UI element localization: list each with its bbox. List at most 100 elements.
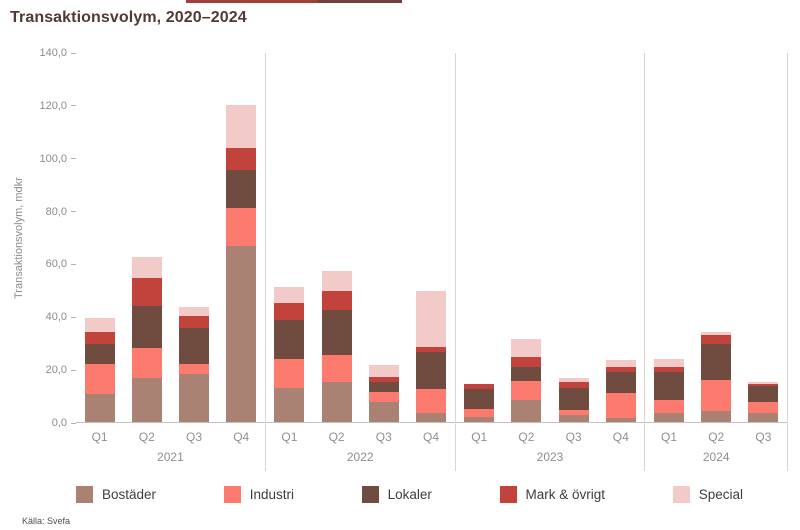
quarter-label: Q1	[471, 430, 488, 444]
y-tick-label: 120,0	[39, 100, 76, 112]
legend-swatch	[76, 486, 93, 503]
bar-slot	[503, 53, 550, 422]
bar-segment	[464, 408, 495, 417]
bar-slot	[597, 53, 644, 422]
bar-segment	[131, 348, 162, 379]
y-tick-label: 100,0	[39, 153, 76, 165]
legend-label: Special	[698, 487, 743, 502]
bar-slot	[170, 53, 217, 422]
bar-2023-Q2	[511, 338, 542, 422]
bar-segment	[511, 338, 542, 358]
bar-slot	[645, 53, 692, 422]
bar-segment	[701, 379, 732, 412]
year-label: 2024	[702, 450, 730, 464]
legend-label: Mark & övrigt	[525, 487, 606, 502]
bar-segment	[748, 402, 779, 413]
year-group-2023: Q1 Q2 Q3 Q4 2023	[454, 53, 645, 471]
bar-segment	[84, 332, 115, 345]
bar-segment	[368, 402, 399, 422]
bar-segment	[511, 357, 542, 367]
bar-segment	[321, 271, 352, 292]
bar-2024-Q1	[653, 358, 684, 422]
bar-segment	[511, 381, 542, 400]
legend-item: Lokaler	[361, 486, 432, 503]
bar-segment	[321, 291, 352, 310]
legend-item: Industri	[223, 486, 294, 503]
legend: Bostäder Industri Lokaler Mark & övrigt Spec…	[76, 486, 743, 503]
legend-label: Industri	[249, 487, 294, 502]
top-edge-artifact	[0, 0, 800, 3]
bar-segment	[605, 359, 636, 367]
bars-area	[76, 53, 265, 423]
bar-segment	[321, 354, 352, 383]
bar-segment	[131, 305, 162, 349]
bar-segment	[179, 363, 209, 375]
bar-slot	[218, 53, 265, 422]
legend-swatch	[672, 486, 690, 503]
legend-item: Mark & övrigt	[499, 486, 606, 503]
bar-segment	[558, 415, 589, 422]
bar-slot	[76, 53, 123, 422]
bar-segment	[321, 382, 352, 422]
bar-segment	[416, 388, 446, 413]
bars-area	[455, 53, 645, 423]
bar-segment	[605, 366, 636, 372]
chart: Transaktionsvolym, mdkr 0,0 20,0 40,0 60,0 8…	[8, 47, 788, 471]
source-note: Källa: Svefa	[22, 516, 71, 526]
bar-slot	[123, 53, 170, 422]
legend-label: Bostäder	[102, 487, 157, 502]
bar-segment	[653, 412, 684, 422]
bar-slot	[266, 53, 313, 422]
quarter-label: Q4	[233, 430, 250, 444]
bar-segment	[416, 412, 446, 422]
bar-segment	[511, 366, 542, 382]
bar-segment	[226, 104, 257, 149]
plot-area: Q1 Q2 Q3 Q4 2021 Q1 Q2 Q3 Q4 2022 Q1 Q2 Q3 Q4 2023 Q1 Q2…	[76, 53, 788, 471]
y-axis-title: Transaktionsvolym, mdkr	[13, 177, 25, 299]
quarter-label: Q1	[660, 430, 677, 444]
bar-segment	[653, 366, 684, 372]
y-tick-label: 80,0	[46, 206, 76, 218]
quarter-labels-row: Q1 Q2 Q3	[645, 423, 787, 444]
bar-2022-Q3	[368, 365, 399, 422]
bar-slot	[456, 53, 503, 422]
y-axis-ticks: 0,0 20,0 40,0 60,0 80,0 100,0 120,0 140,0	[30, 47, 76, 429]
bar-slot	[740, 53, 787, 422]
bar-segment	[748, 383, 779, 387]
bar-segment	[653, 399, 684, 413]
quarter-label: Q3	[375, 430, 392, 444]
bar-2023-Q3	[558, 378, 589, 422]
bar-segment	[84, 363, 115, 395]
bar-2024-Q2	[701, 332, 732, 422]
bar-segment	[84, 394, 115, 422]
bar-2023-Q1	[464, 383, 495, 422]
bar-segment	[748, 386, 779, 403]
y-tick-label: 20,0	[46, 364, 76, 376]
bar-segment	[368, 391, 399, 403]
bar-segment	[274, 387, 305, 422]
bar-segment	[558, 410, 589, 416]
bar-2021-Q1	[84, 317, 115, 422]
bar-2021-Q3	[179, 307, 209, 422]
quarter-label: Q3	[755, 430, 772, 444]
bar-segment	[464, 383, 495, 389]
y-tick-label: 60,0	[46, 258, 76, 270]
bar-segment	[131, 256, 162, 278]
legend-item: Special	[672, 486, 743, 503]
bar-segment	[558, 387, 589, 411]
bar-2022-Q1	[274, 287, 305, 422]
y-tick-label: 140,0	[39, 47, 76, 59]
bar-2024-Q3	[748, 381, 779, 422]
year-label: 2021	[157, 450, 184, 464]
legend-swatch	[361, 486, 379, 503]
bar-2022-Q4	[416, 291, 446, 422]
bar-2021-Q2	[131, 256, 162, 422]
bar-segment	[558, 382, 589, 388]
bar-segment	[274, 320, 305, 359]
bar-slot	[550, 53, 597, 422]
bars-area	[265, 53, 455, 423]
bar-slot	[693, 53, 740, 422]
bar-segment	[464, 388, 495, 409]
top-edge-artifact-segment	[186, 0, 318, 3]
legend-label: Lokaler	[387, 487, 432, 502]
